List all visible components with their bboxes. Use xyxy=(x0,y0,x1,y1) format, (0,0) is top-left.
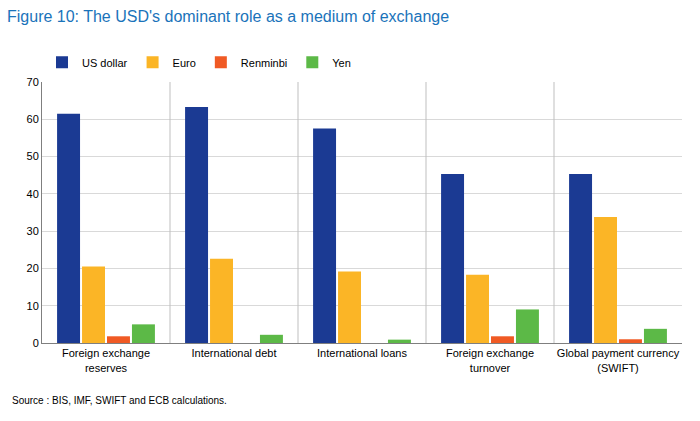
svg-text:International debt: International debt xyxy=(191,347,276,359)
svg-text:40: 40 xyxy=(27,188,39,200)
svg-text:20: 20 xyxy=(27,262,39,274)
svg-text:International loans: International loans xyxy=(317,347,407,359)
svg-text:0: 0 xyxy=(33,337,39,349)
svg-text:Foreign exchangeturnover: Foreign exchangeturnover xyxy=(446,347,534,373)
svg-text:US dollar: US dollar xyxy=(82,57,128,69)
svg-text:Source : BIS, IMF, SWIFT and E: Source : BIS, IMF, SWIFT and ECB calcula… xyxy=(12,395,227,406)
svg-text:Global payment currency(SWIFT): Global payment currency(SWIFT) xyxy=(557,347,680,373)
svg-text:70: 70 xyxy=(27,76,39,88)
svg-text:Euro: Euro xyxy=(173,57,196,69)
svg-text:50: 50 xyxy=(27,150,39,162)
svg-text:60: 60 xyxy=(27,113,39,125)
svg-text:Foreign exchangereserves: Foreign exchangereserves xyxy=(62,347,150,373)
svg-text:30: 30 xyxy=(27,225,39,237)
svg-text:10: 10 xyxy=(27,300,39,312)
svg-text:Yen: Yen xyxy=(332,57,351,69)
svg-text:Renminbi: Renminbi xyxy=(241,57,287,69)
svg-text:Figure 10: The USD's dominant: Figure 10: The USD's dominant role as a … xyxy=(7,8,449,25)
